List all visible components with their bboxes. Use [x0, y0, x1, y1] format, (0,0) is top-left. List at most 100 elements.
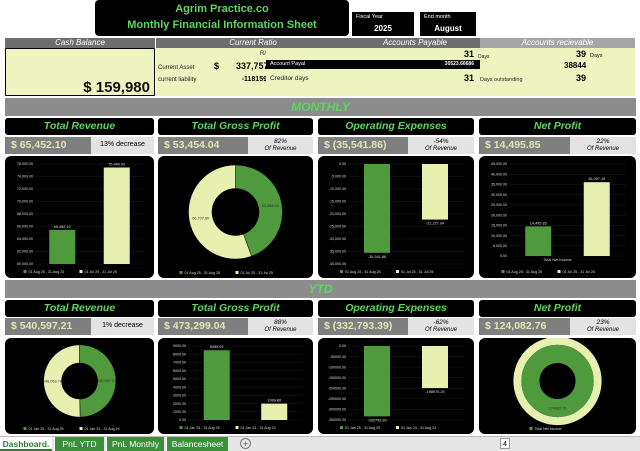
data-label: 36,097.16	[588, 177, 605, 181]
card-note: -62%	[433, 319, 449, 326]
chart: 0.00 -50000.00 -100000.00 -150000.00 -200000…	[328, 344, 464, 430]
payable-days-label: Days	[478, 54, 490, 60]
payable-body: 31 Account Payal 30523.66686 Creditor da…	[266, 48, 480, 96]
chart-box: 60,000.00 62,000.00 64,000.00 66,000.00 68,0…	[5, 156, 154, 278]
legend-swatch	[79, 427, 83, 430]
y-tick-label: -30,000.00	[329, 237, 346, 241]
bar	[525, 226, 552, 256]
y-tick-label: 2000.00	[173, 402, 186, 406]
card-note: 23%	[596, 319, 610, 326]
legend-label: Total Net Income	[535, 427, 562, 431]
section-band: YTD	[5, 280, 636, 298]
y-tick-label: 4000.00	[173, 385, 186, 389]
legend-label: 01 Jan 25 - 31 Aug 25	[29, 427, 64, 431]
y-tick-label: 0.00	[500, 254, 507, 258]
tab-bar: Dashboard. PnL YTD PnL Monthly Balancesheet…	[0, 436, 640, 451]
sheet-title: Monthly Financial Information Sheet	[127, 19, 317, 31]
y-tick-label: 0.00	[339, 162, 346, 166]
card-sub: Of Revenue	[424, 327, 458, 333]
bar	[49, 229, 76, 264]
legend-label: 01 Jan 25 - 31 Aug 25	[185, 426, 220, 430]
bar	[422, 346, 448, 389]
y-tick-label: 62,000.00	[17, 250, 33, 254]
receivable-amount: 38844	[564, 61, 587, 70]
receivable-days: 39	[576, 49, 587, 59]
payable-header: Accounts Payable	[350, 38, 480, 48]
chart: 0.00 1000.00 2000.00 3000.00 4000.00 5000.00 6…	[173, 344, 303, 430]
card-note-box: -62% Of Revenue	[408, 318, 474, 335]
data-label: -198970.25	[425, 390, 444, 394]
cash-body: $ 159,980	[5, 48, 155, 96]
card-title: Operating Expenses	[318, 300, 474, 317]
legend-swatch	[396, 426, 399, 429]
ratio-body: R/A Current Asset $ 337,757 current liab…	[156, 48, 270, 96]
y-tick-label: 76,000.00	[17, 162, 33, 166]
y-tick-label: 0.00	[179, 418, 186, 422]
y-tick-label: 20,000.00	[491, 213, 507, 217]
card-value: $ (35,541.86)	[318, 137, 408, 154]
header-box: Agrim Practice.co Monthly Financial Info…	[95, 0, 349, 36]
donut-slice	[521, 344, 594, 418]
legend-swatch	[235, 271, 239, 274]
creditor-label: Creditor days	[270, 75, 309, 82]
legend-label: 01 Aug 25 - 31 Aug 25	[507, 270, 543, 274]
y-tick-label: 15,000.00	[491, 224, 507, 228]
chart: 0.00 5,000.00 10,000.00 15,000.00 20,000.00 2…	[491, 162, 626, 274]
data-label: 65,452.10	[54, 225, 71, 229]
legend-swatch	[179, 271, 183, 274]
data-label: 1989.88	[267, 399, 281, 403]
fiscal-year: 2025	[374, 24, 392, 33]
card-note: 13% decrease	[100, 141, 145, 148]
card-title: Total Revenue	[5, 300, 154, 317]
card-value: $ 53,454.04	[158, 137, 248, 154]
sheet-tab[interactable]: Balancesheet	[166, 437, 228, 451]
donut-slice	[79, 344, 117, 418]
sheet-tab[interactable]: PnL Monthly	[106, 437, 164, 451]
legend-swatch	[340, 270, 343, 273]
end-month-box: End month August	[420, 12, 476, 36]
y-tick-label: -5,000.00	[331, 175, 346, 179]
data-label: 124082.76	[549, 406, 567, 410]
chart-box: 0.00 -50000.00 -100000.00 -150000.00 -200000…	[318, 338, 474, 434]
donut-slice	[188, 164, 252, 260]
add-sheet[interactable]: +	[240, 438, 251, 449]
card-title: Operating Expenses	[318, 118, 474, 135]
sheet-tab[interactable]: PnL YTD	[54, 437, 104, 451]
data-label: 540,597.21	[97, 379, 116, 383]
card-sub: Of Revenue	[424, 146, 458, 152]
chart: 53,454.04 66,707.00 01 Aug 25 - 31 Aug 25 0…	[179, 164, 283, 275]
donut-slice	[235, 164, 283, 257]
bar	[203, 350, 230, 420]
cash-value: $ 159,980	[83, 79, 150, 96]
asset: 337,757	[236, 61, 269, 71]
card-sub: Of Revenue	[264, 146, 297, 152]
end-month: August	[434, 24, 462, 33]
y-tick-label: -25,000.00	[329, 225, 346, 229]
y-tick-label: -100000.00	[328, 365, 346, 369]
card-note: 88%	[273, 319, 287, 326]
card-title: Net Profit	[479, 300, 636, 317]
bar	[422, 164, 448, 220]
legend-swatch	[501, 270, 505, 273]
donut-slice	[43, 344, 81, 418]
legend-label: 01 Jul 25 - 31 Jul 25	[85, 270, 117, 274]
data-label: 53,454.04	[262, 204, 279, 208]
legend-swatch	[23, 427, 27, 430]
cash-header: Cash Balance	[5, 38, 155, 48]
y-tick-label: 70,000.00	[17, 200, 33, 204]
card-note-box: -54% Of Revenue	[408, 137, 474, 154]
liability-label: current liability	[158, 77, 197, 83]
currency: $	[214, 61, 220, 71]
sheet-tab[interactable]: Dashboard.	[0, 437, 52, 451]
payable-days: 31	[463, 49, 474, 59]
card-title: Net Profit	[479, 118, 636, 135]
data-label: 14,495.85	[530, 221, 547, 225]
y-tick-label: 5,000.00	[493, 244, 507, 248]
account-label: Account Payal	[270, 61, 306, 67]
legend-label: 01 Aug 25 - 31 Aug 25	[345, 270, 381, 274]
company: Agrim Practice.co	[175, 3, 269, 15]
card-title: Total Revenue	[5, 118, 154, 135]
y-tick-label: 10,000.00	[491, 234, 507, 238]
card-sub: Of Revenue	[264, 327, 297, 333]
card-value: $ 65,452.10	[5, 137, 91, 154]
